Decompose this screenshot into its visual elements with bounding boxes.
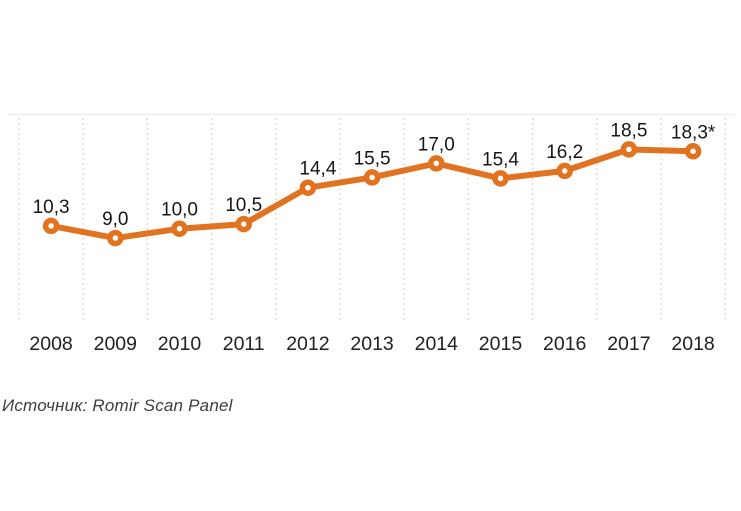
x-axis-label: 2016 (543, 333, 586, 355)
data-point-marker (684, 143, 702, 160)
line-chart: 10,3 9,0 10,0 10,5 14,4 15,5 17,0 15,4 16,2 18,5 1… (8, 113, 735, 355)
x-axis-label: 2009 (94, 333, 137, 355)
data-point-marker (363, 169, 381, 186)
data-point-marker (42, 217, 60, 235)
x-axis-label: 2011 (223, 333, 265, 355)
data-point-label: 16,2 (546, 142, 583, 163)
data-point-label: 17,0 (418, 134, 455, 155)
x-axis-label: 2017 (607, 333, 650, 355)
data-point-marker (428, 155, 445, 172)
data-point-label: 10,0 (161, 200, 198, 221)
x-axis-label: 2013 (350, 333, 393, 355)
data-point-label: 15,4 (482, 149, 519, 170)
data-point-marker (235, 215, 252, 233)
data-point-label: 15,5 (354, 148, 391, 169)
data-point-label: 9,0 (102, 209, 128, 230)
x-axis-label: 2018 (671, 333, 714, 355)
data-point-marker (171, 220, 188, 237)
source-caption: Источник: Romir Scan Panel (2, 396, 233, 415)
x-axis-label: 2010 (158, 333, 202, 355)
line-chart-figure: 10,3 9,0 10,0 10,5 14,4 15,5 17,0 15,4 16,2 18,5 1… (8, 113, 735, 355)
data-point-marker (492, 170, 509, 187)
x-axis-label: 2015 (479, 333, 523, 355)
x-axis-label: 2014 (415, 333, 459, 355)
data-point-label: 18,5 (610, 120, 647, 141)
data-point-label: 10,3 (33, 197, 70, 218)
x-axis-label: 2012 (286, 333, 329, 355)
data-point-label: 10,5 (225, 195, 262, 216)
data-point-label: 14,4 (299, 159, 336, 180)
data-point-marker (107, 229, 124, 247)
data-point-marker (556, 162, 573, 180)
data-point-marker (620, 141, 638, 158)
data-point-label: 18,3* (671, 122, 716, 143)
data-point-marker (299, 179, 317, 196)
x-axis-label: 2008 (29, 333, 72, 355)
